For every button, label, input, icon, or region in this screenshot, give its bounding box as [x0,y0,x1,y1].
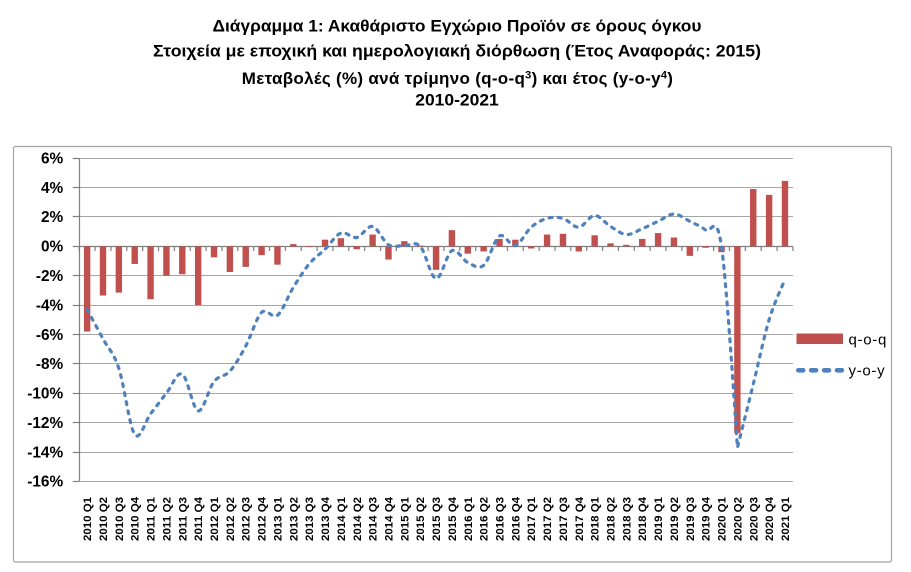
svg-text:2015 Q3: 2015 Q3 [431,497,443,541]
svg-text:Διάγραμμα 1: Ακαθάριστο Εγχώρι: Διάγραμμα 1: Ακαθάριστο Εγχώριο Προϊόν σ… [213,17,702,36]
svg-text:2018 Q4: 2018 Q4 [637,497,649,541]
svg-text:2018 Q3: 2018 Q3 [621,497,633,541]
svg-text:2012 Q1: 2012 Q1 [209,497,221,541]
svg-text:2019 Q4: 2019 Q4 [701,497,713,541]
svg-text:2020 Q4: 2020 Q4 [764,497,776,541]
svg-text:2010-2021: 2010-2021 [415,92,499,110]
svg-text:-2%: -2% [36,268,64,285]
svg-text:2011 Q2: 2011 Q2 [161,497,173,541]
svg-text:2016 Q4: 2016 Q4 [510,497,522,541]
svg-text:2011 Q3: 2011 Q3 [177,497,189,541]
svg-text:Μεταβολές (%) ανά τρίμηνο (q-o: Μεταβολές (%) ανά τρίμηνο (q-o-q3) και έ… [242,69,674,88]
svg-text:2015 Q4: 2015 Q4 [447,497,459,541]
svg-text:-4%: -4% [36,297,64,314]
svg-text:2012 Q3: 2012 Q3 [241,497,253,541]
svg-text:6%: 6% [41,150,64,167]
svg-text:2013 Q2: 2013 Q2 [288,497,300,541]
svg-text:2017 Q1: 2017 Q1 [526,497,538,541]
svg-text:2010 Q4: 2010 Q4 [130,497,142,541]
svg-text:2014 Q3: 2014 Q3 [368,497,380,541]
svg-text:2011 Q1: 2011 Q1 [146,497,158,541]
svg-text:2012 Q2: 2012 Q2 [225,497,237,541]
svg-text:-14%: -14% [27,444,63,461]
svg-text:2015 Q1: 2015 Q1 [399,497,411,541]
svg-text:2010 Q2: 2010 Q2 [98,497,110,541]
svg-text:2018 Q1: 2018 Q1 [590,497,602,541]
svg-text:2019 Q3: 2019 Q3 [685,497,697,541]
svg-text:2017 Q2: 2017 Q2 [542,497,554,541]
svg-text:2014 Q4: 2014 Q4 [383,497,395,541]
svg-text:-8%: -8% [36,356,64,373]
svg-text:2013 Q1: 2013 Q1 [272,497,284,541]
svg-text:2020 Q1: 2020 Q1 [717,497,729,541]
svg-text:2010 Q3: 2010 Q3 [114,497,126,541]
svg-text:2010 Q1: 2010 Q1 [82,497,94,541]
svg-text:-16%: -16% [27,474,63,491]
svg-text:-12%: -12% [27,415,63,432]
svg-text:2017 Q3: 2017 Q3 [558,497,570,541]
svg-text:-10%: -10% [27,386,63,403]
svg-text:2014 Q1: 2014 Q1 [336,497,348,541]
svg-text:2014 Q2: 2014 Q2 [352,497,364,541]
svg-text:2018 Q2: 2018 Q2 [606,497,618,541]
svg-text:2016 Q1: 2016 Q1 [463,497,475,541]
svg-text:q-o-q: q-o-q [849,332,888,349]
svg-text:2%: 2% [41,209,64,226]
svg-text:2020 Q3: 2020 Q3 [748,497,760,541]
svg-text:2013 Q4: 2013 Q4 [320,497,332,541]
svg-text:2015 Q2: 2015 Q2 [415,497,427,541]
svg-text:Στοιχεία με εποχική και ημερολ: Στοιχεία με εποχική και ημερολογιακή διό… [153,42,761,61]
svg-text:2017 Q4: 2017 Q4 [574,497,586,541]
svg-text:2016 Q2: 2016 Q2 [479,497,491,541]
svg-text:2021 Q1: 2021 Q1 [780,497,792,541]
svg-text:4%: 4% [41,180,64,197]
svg-text:2016 Q3: 2016 Q3 [494,497,506,541]
svg-text:2013 Q3: 2013 Q3 [304,497,316,541]
svg-text:2012 Q4: 2012 Q4 [257,497,269,541]
svg-text:2011 Q4: 2011 Q4 [193,497,205,541]
svg-text:2020 Q2: 2020 Q2 [732,497,744,541]
svg-text:2019 Q1: 2019 Q1 [653,497,665,541]
svg-text:y-o-y: y-o-y [849,362,886,379]
svg-text:-6%: -6% [36,327,64,344]
svg-text:2019 Q2: 2019 Q2 [669,497,681,541]
svg-text:0%: 0% [41,239,64,256]
